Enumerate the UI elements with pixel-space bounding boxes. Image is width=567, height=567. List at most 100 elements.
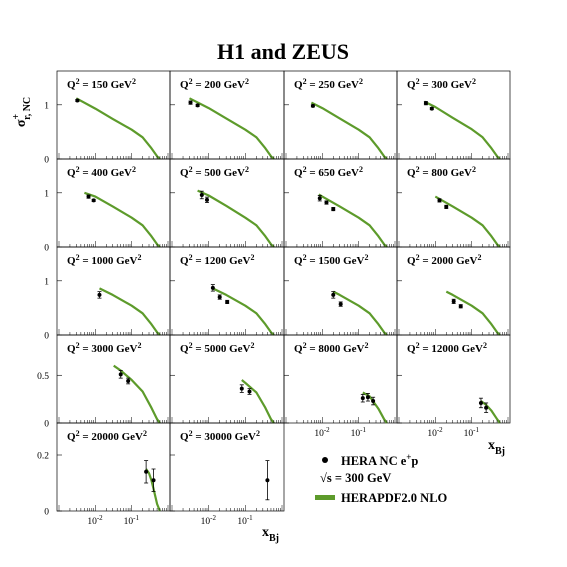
herapdf-curve bbox=[480, 400, 501, 424]
q2-symbol: Q bbox=[294, 255, 303, 267]
y-tick-label: 1 bbox=[44, 277, 49, 287]
y-axis-label-sup: + bbox=[11, 114, 22, 120]
y-tick-label: 0.2 bbox=[37, 452, 49, 462]
data-point bbox=[151, 478, 156, 483]
data-point bbox=[360, 396, 365, 401]
q2-symbol: Q bbox=[180, 167, 189, 179]
panel-q2-400: 0 1 Q2 = 400 GeV2 bbox=[44, 158, 171, 254]
herapdf-curve bbox=[310, 101, 388, 160]
herapdf-curve bbox=[75, 97, 161, 160]
panel-label: Q2 = 3000 GeV2 bbox=[67, 341, 141, 355]
panel-label: Q2 = 12000 GeV2 bbox=[407, 341, 487, 355]
y-tick-label: 1 bbox=[44, 101, 49, 111]
data-point bbox=[126, 379, 131, 383]
panel-grid: 0 1 Q2 = 150 GeV2 Q2 = 200 GeV2 Q2 = 250 GeV… bbox=[37, 70, 511, 527]
herapdf-curve bbox=[197, 189, 275, 248]
data-point bbox=[239, 386, 244, 391]
q2-symbol: Q bbox=[407, 167, 416, 179]
data-point bbox=[444, 204, 449, 209]
panel-label: Q2 = 1200 GeV2 bbox=[180, 253, 254, 267]
y-tick-label: 1 bbox=[44, 189, 49, 199]
y-tick-label: 0.5 bbox=[37, 372, 49, 382]
q2-symbol: Q bbox=[67, 343, 76, 355]
panel-label: Q2 = 30000 GeV2 bbox=[180, 429, 260, 443]
data-point bbox=[324, 200, 329, 205]
panel-frame bbox=[396, 334, 511, 424]
q2-symbol: Q bbox=[67, 167, 76, 179]
x-tick-label: 10-2 bbox=[201, 514, 217, 527]
panel-label: Q2 = 5000 GeV2 bbox=[180, 341, 254, 355]
panel-q2-1000: 0 1 Q2 = 1000 GeV2 bbox=[44, 246, 171, 342]
panel-label: Q2 = 400 GeV2 bbox=[67, 165, 136, 179]
herapdf-curve bbox=[332, 290, 388, 336]
x-tick-label: 10-1 bbox=[124, 514, 140, 527]
herapdf-curve bbox=[84, 191, 161, 248]
panel-q2-1200: Q2 = 1200 GeV2 bbox=[169, 246, 285, 336]
panel-q2-300: Q2 = 300 GeV2 bbox=[396, 70, 511, 160]
panel-q2-30000: Q2 = 30000 GeV2 10-2 10-1 bbox=[169, 422, 285, 527]
q2-symbol: Q bbox=[180, 255, 189, 267]
data-point bbox=[338, 302, 343, 307]
herapdf-curve bbox=[362, 391, 388, 424]
data-point bbox=[429, 106, 434, 111]
panel-label: Q2 = 20000 GeV2 bbox=[67, 429, 147, 443]
q2-symbol: Q bbox=[180, 343, 189, 355]
q2-symbol: Q bbox=[180, 79, 189, 91]
data-point bbox=[331, 292, 336, 297]
panel-label: Q2 = 300 GeV2 bbox=[407, 77, 476, 91]
legend-data-marker bbox=[322, 457, 328, 463]
panel-label: Q2 = 250 GeV2 bbox=[294, 77, 363, 91]
q2-symbol: Q bbox=[407, 255, 416, 267]
data-point bbox=[478, 400, 483, 405]
data-point bbox=[188, 100, 193, 105]
y-axis-label: σ+r, NC bbox=[11, 97, 33, 127]
q2-symbol: Q bbox=[407, 79, 416, 91]
q2-symbol: Q bbox=[180, 431, 189, 443]
panel-frame bbox=[169, 422, 285, 512]
data-point bbox=[247, 389, 252, 394]
data-point bbox=[97, 292, 102, 297]
panel-label: Q2 = 8000 GeV2 bbox=[294, 341, 368, 355]
data-point bbox=[195, 103, 200, 108]
x-tick-label: 10-1 bbox=[237, 514, 253, 527]
panel-q2-20000: 0 0.2 Q2 = 20000 GeV2 10-2 10-1 bbox=[37, 422, 171, 527]
data-point bbox=[458, 304, 463, 309]
x-tick-label: 10-1 bbox=[351, 426, 367, 439]
data-point bbox=[118, 372, 123, 377]
panel-q2-650: Q2 = 650 GeV2 bbox=[283, 158, 398, 248]
data-point bbox=[451, 299, 456, 304]
q2-symbol: Q bbox=[67, 431, 76, 443]
panel-q2-800: Q2 = 800 GeV2 bbox=[396, 158, 511, 248]
herapdf-curve bbox=[445, 290, 501, 336]
herapdf-curve bbox=[145, 468, 161, 512]
data-point bbox=[423, 101, 428, 106]
data-point bbox=[437, 198, 442, 203]
data-point bbox=[204, 197, 209, 202]
data-point bbox=[225, 299, 230, 304]
y-tick-label: 0 bbox=[44, 508, 49, 518]
x-tick-label: 10-2 bbox=[314, 426, 330, 439]
panel-q2-200: Q2 = 200 GeV2 bbox=[169, 70, 285, 160]
data-point bbox=[265, 478, 270, 483]
y-tick-label: 0 bbox=[44, 244, 49, 254]
data-point bbox=[371, 399, 376, 404]
panel-q2-12000: Q2 = 12000 GeV2 10-2 10-1 bbox=[396, 334, 511, 439]
legend-model-label: HERAPDF2.0 NLO bbox=[341, 491, 448, 505]
panel-label: Q2 = 150 GeV2 bbox=[67, 77, 136, 91]
q2-symbol: Q bbox=[407, 343, 416, 355]
panel-label: Q2 = 800 GeV2 bbox=[407, 165, 476, 179]
q2-symbol: Q bbox=[294, 79, 303, 91]
q2-symbol: Q bbox=[294, 343, 303, 355]
herapdf-curve bbox=[99, 287, 161, 336]
data-point bbox=[317, 196, 322, 201]
panel-label: Q2 = 1500 GeV2 bbox=[294, 253, 368, 267]
y-tick-label: 0 bbox=[44, 332, 49, 342]
legend: HERA NC e+p √s = 300 GeV HERAPDF2.0 NLO bbox=[315, 452, 448, 505]
panel-label: Q2 = 650 GeV2 bbox=[294, 165, 363, 179]
data-point bbox=[199, 192, 204, 197]
q2-symbol: Q bbox=[294, 167, 303, 179]
panel-label: Q2 = 500 GeV2 bbox=[180, 165, 249, 179]
panel-q2-2000: Q2 = 2000 GeV2 bbox=[396, 246, 511, 336]
panel-q2-150: 0 1 Q2 = 150 GeV2 bbox=[44, 70, 171, 166]
